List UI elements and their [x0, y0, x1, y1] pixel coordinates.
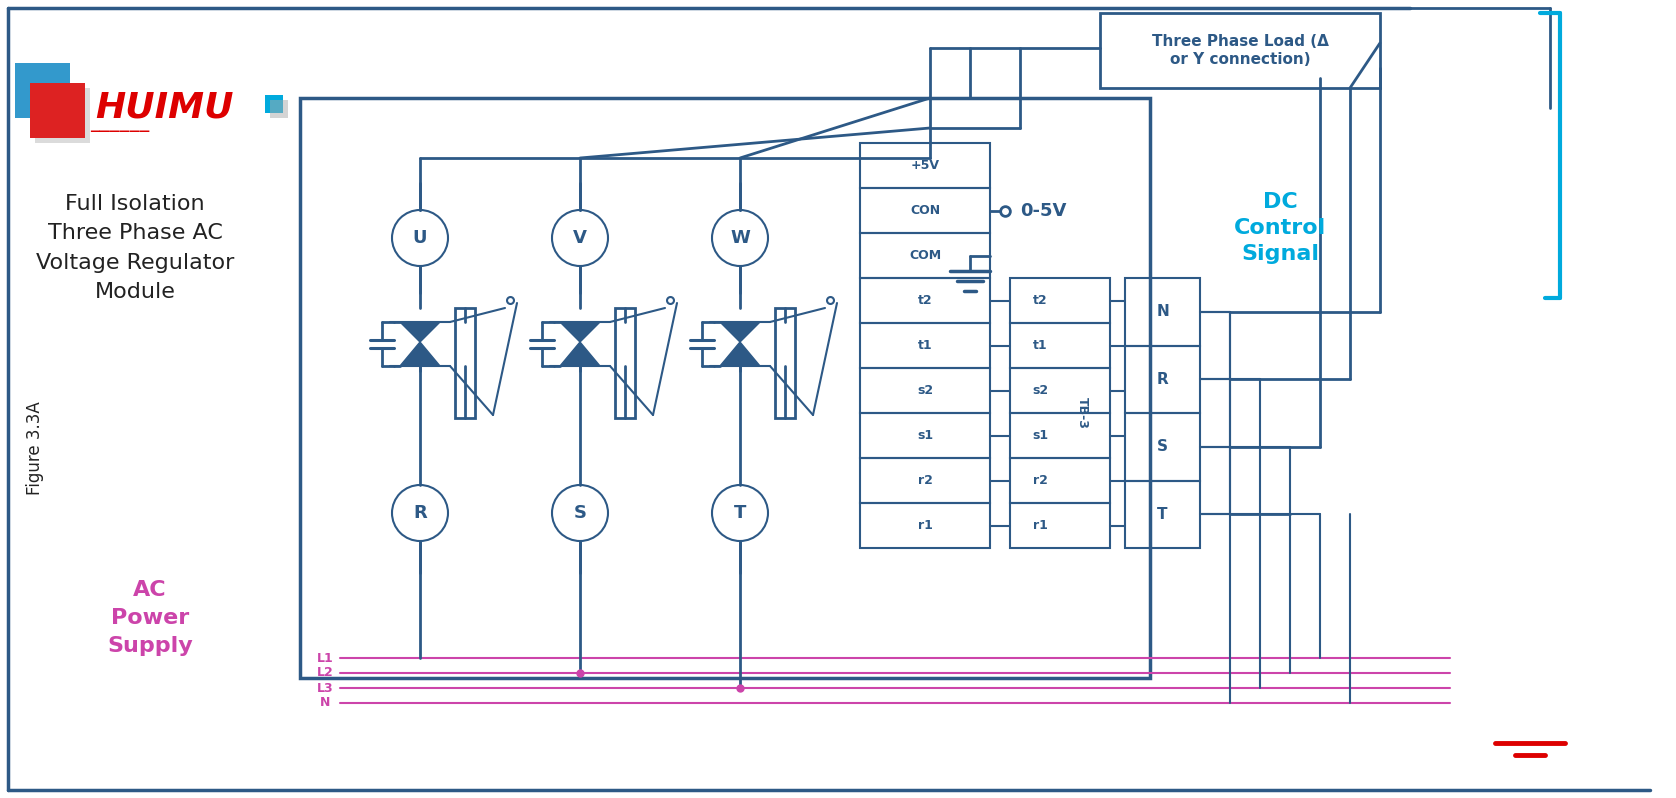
- Bar: [265, 95, 283, 113]
- Text: Three Phase Load (Δ
or Y connection): Three Phase Load (Δ or Y connection): [1151, 34, 1329, 67]
- Text: U: U: [412, 229, 427, 247]
- Bar: [1011, 368, 1110, 413]
- Bar: [1125, 480, 1200, 548]
- Bar: [860, 188, 991, 233]
- Text: HUIMU: HUIMU: [96, 91, 233, 125]
- Text: ______: ______: [91, 113, 149, 132]
- Bar: [454, 308, 474, 418]
- Bar: [860, 233, 991, 278]
- Bar: [1011, 413, 1110, 458]
- Text: R: R: [1156, 372, 1168, 387]
- Bar: [860, 413, 991, 458]
- Text: t2: t2: [918, 294, 932, 307]
- Text: +5V: +5V: [910, 159, 940, 172]
- Text: N: N: [1156, 304, 1168, 319]
- Bar: [774, 308, 794, 418]
- Bar: [1099, 13, 1379, 88]
- Bar: [1011, 278, 1110, 323]
- Bar: [860, 368, 991, 413]
- Text: 0-5V: 0-5V: [1021, 202, 1066, 219]
- Bar: [1125, 413, 1200, 480]
- Text: L1: L1: [317, 651, 334, 665]
- Polygon shape: [721, 342, 759, 366]
- Bar: [860, 458, 991, 503]
- Text: COM: COM: [908, 249, 940, 262]
- Text: T: T: [734, 504, 746, 522]
- Text: CON: CON: [910, 204, 940, 217]
- Text: r2: r2: [917, 474, 932, 487]
- Text: L3: L3: [317, 681, 334, 694]
- Text: Figure 3.3A: Figure 3.3A: [27, 401, 44, 495]
- Text: s1: s1: [917, 429, 934, 442]
- Text: r2: r2: [1032, 474, 1048, 487]
- Bar: [1011, 503, 1110, 548]
- Bar: [860, 323, 991, 368]
- Text: s1: s1: [1032, 429, 1048, 442]
- Text: T: T: [1156, 507, 1168, 522]
- Text: S: S: [573, 504, 587, 522]
- Text: t1: t1: [918, 339, 932, 352]
- Bar: [1125, 346, 1200, 413]
- Polygon shape: [560, 322, 600, 342]
- Bar: [35, 88, 91, 143]
- Bar: [15, 63, 70, 118]
- Text: TB-3: TB-3: [1076, 397, 1088, 429]
- Text: L2: L2: [317, 666, 334, 680]
- Bar: [30, 83, 85, 138]
- Text: S: S: [1156, 439, 1168, 454]
- Polygon shape: [721, 322, 759, 342]
- Polygon shape: [401, 342, 441, 366]
- Bar: [270, 100, 288, 118]
- Text: s2: s2: [1032, 384, 1048, 397]
- Text: W: W: [731, 229, 749, 247]
- Text: r1: r1: [917, 519, 932, 532]
- Text: AC
Power
Supply: AC Power Supply: [107, 580, 193, 656]
- Text: t1: t1: [1032, 339, 1048, 352]
- Polygon shape: [560, 342, 600, 366]
- Text: DC
Control
Signal: DC Control Signal: [1234, 192, 1326, 264]
- Bar: [615, 308, 635, 418]
- Text: V: V: [573, 229, 587, 247]
- Bar: [1011, 458, 1110, 503]
- Text: s2: s2: [917, 384, 934, 397]
- Text: t2: t2: [1032, 294, 1048, 307]
- Bar: [1125, 278, 1200, 346]
- Bar: [860, 278, 991, 323]
- Bar: [860, 143, 991, 188]
- Text: R: R: [412, 504, 427, 522]
- Text: N: N: [320, 697, 330, 709]
- Polygon shape: [401, 322, 441, 342]
- Bar: [860, 503, 991, 548]
- Text: r1: r1: [1032, 519, 1048, 532]
- Bar: [1011, 323, 1110, 368]
- Bar: [300, 98, 1150, 678]
- Text: Full Isolation
Three Phase AC
Voltage Regulator
Module: Full Isolation Three Phase AC Voltage Re…: [35, 194, 235, 302]
